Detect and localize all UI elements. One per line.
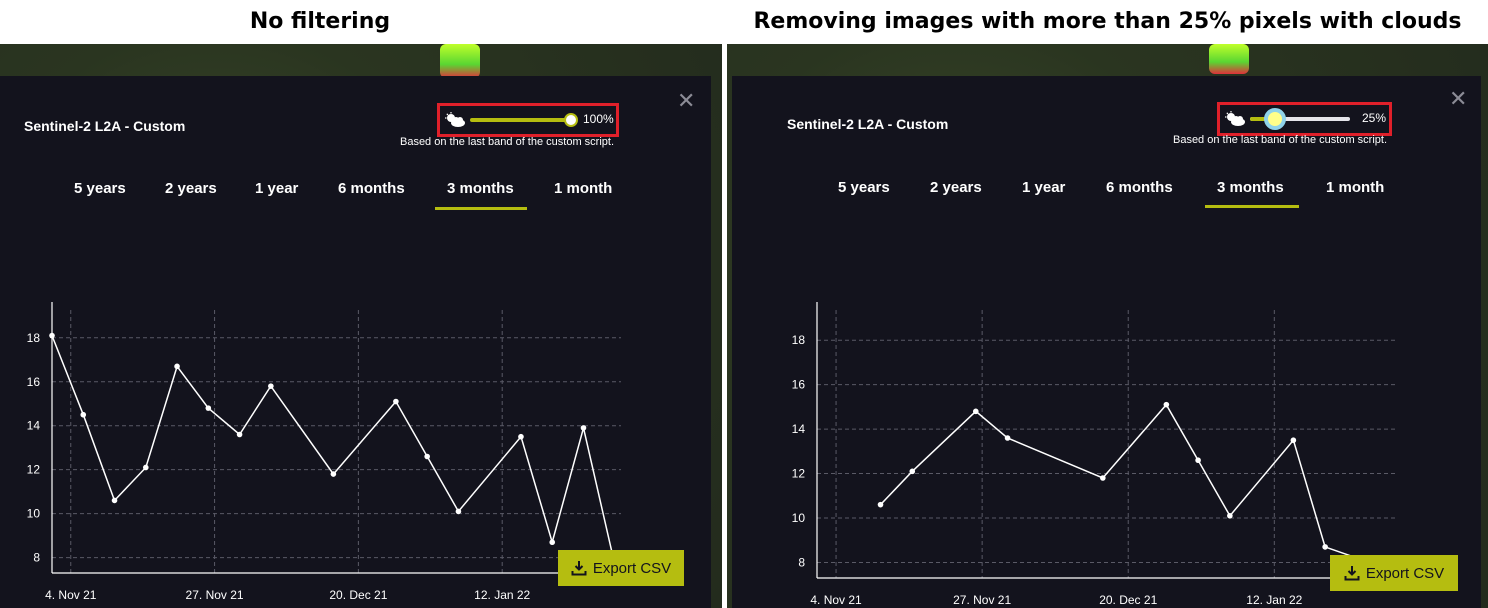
data-point: [268, 383, 274, 389]
data-point: [1322, 544, 1328, 550]
chart-panel-right: ✕ Sentinel-2 L2A - Custom 25% Based on t…: [732, 76, 1481, 608]
x-tick-label: 20. Dec 21: [1099, 593, 1157, 607]
cloud-slider-fill: [1250, 117, 1275, 121]
download-icon: [571, 561, 587, 576]
panel-title: Sentinel-2 L2A - Custom: [24, 118, 186, 134]
tab-3-months[interactable]: 3 months: [1217, 179, 1284, 196]
data-point: [909, 468, 916, 475]
data-point: [111, 497, 118, 504]
export-csv-button[interactable]: Export CSV: [1330, 555, 1458, 591]
y-tick-label: 10: [27, 507, 41, 521]
cloud-coverage-value: 25%: [1362, 111, 1387, 125]
y-tick-label: 8: [33, 551, 40, 565]
cloud-coverage-icon: [1225, 111, 1245, 126]
map-overlay-blob: [440, 44, 480, 78]
y-tick-label: 16: [27, 375, 41, 389]
export-csv-button[interactable]: Export CSV: [558, 550, 684, 586]
data-point: [972, 408, 979, 415]
tab-1-year[interactable]: 1 year: [255, 180, 299, 197]
data-point: [174, 363, 180, 370]
tab-6-months[interactable]: 6 months: [1106, 179, 1173, 196]
tab-6-months[interactable]: 6 months: [338, 180, 405, 197]
tab-2-years[interactable]: 2 years: [930, 179, 982, 196]
y-tick-label: 18: [792, 333, 806, 347]
tab-2-years[interactable]: 2 years: [165, 180, 217, 197]
cloud-filter-note: Based on the last band of the custom scr…: [1172, 134, 1387, 146]
data-point: [236, 431, 243, 438]
active-tab-indicator: [435, 207, 527, 210]
tab-1-month[interactable]: 1 month: [1326, 179, 1385, 196]
series-line: [51, 335, 616, 565]
data-point: [1163, 401, 1170, 408]
x-tick-label: 12. Jan 22: [474, 588, 530, 602]
divider: [722, 44, 727, 608]
cloud-slider-knob[interactable]: [564, 113, 578, 127]
line-chart-right: 8 10 12 14 16 18 4. Nov 21 27. Nov 21 20. Dec 21…: [792, 302, 1395, 607]
tab-5-years[interactable]: 5 years: [838, 179, 890, 196]
x-tick-label: 27. Nov 21: [953, 593, 1011, 607]
data-point: [1227, 512, 1233, 519]
data-point: [142, 464, 149, 471]
y-tick-label: 14: [792, 422, 806, 436]
export-csv-label: Export CSV: [592, 559, 672, 577]
active-tab-indicator: [1205, 205, 1299, 208]
data-point: [1004, 435, 1011, 441]
tab-1-year[interactable]: 1 year: [1022, 179, 1066, 196]
line-chart-left: 8 10 12 14 16 18 4. Nov 21 27. Nov 21 20. Dec 21…: [27, 302, 621, 602]
data-point: [80, 411, 87, 418]
cloud-filter-highlight: 25%: [1217, 102, 1392, 136]
panel-title: Sentinel-2 L2A - Custom: [787, 116, 949, 132]
data-point: [393, 398, 399, 405]
data-point: [49, 332, 55, 339]
y-tick-label: 14: [27, 419, 41, 433]
y-tick-label: 18: [27, 331, 41, 345]
data-point: [1290, 437, 1297, 444]
close-icon[interactable]: ✕: [677, 88, 696, 113]
cloud-slider-knob[interactable]: [1264, 108, 1286, 130]
x-tick-label: 12. Jan 22: [1246, 593, 1302, 607]
data-point: [1100, 475, 1106, 481]
close-icon[interactable]: ✕: [1449, 86, 1468, 111]
data-point: [518, 433, 524, 440]
tab-3-months[interactable]: 3 months: [447, 180, 514, 197]
data-point: [549, 539, 556, 546]
caption-no-filtering: No filtering: [249, 9, 391, 34]
caption-cloud-filtering: Removing images with more than 25% pixel…: [753, 9, 1462, 34]
cloud-coverage-value: 100%: [583, 112, 614, 126]
x-tick-label: 4. Nov 21: [810, 593, 862, 607]
data-point: [877, 501, 884, 508]
cloud-slider-track[interactable]: [1250, 117, 1350, 121]
data-point: [1195, 457, 1201, 464]
tab-5-years[interactable]: 5 years: [74, 180, 126, 197]
chart-panel-left: ✕ Sentinel-2 L2A - Custom 100% Based on …: [0, 76, 711, 608]
y-tick-label: 12: [792, 467, 806, 481]
export-csv-label: Export CSV: [1365, 564, 1445, 582]
tab-1-month[interactable]: 1 month: [554, 180, 613, 197]
y-tick-label: 8: [798, 555, 805, 569]
data-point: [424, 453, 430, 460]
cloud-coverage-icon: [445, 112, 465, 127]
data-point: [455, 508, 462, 515]
y-tick-label: 12: [27, 463, 41, 477]
y-tick-label: 16: [792, 378, 806, 392]
data-point: [205, 405, 212, 411]
x-tick-label: 4. Nov 21: [45, 588, 97, 602]
cloud-filter-note: Based on the last band of the custom scr…: [399, 136, 614, 148]
data-point: [580, 425, 587, 431]
cloud-slider-track[interactable]: [470, 118, 570, 122]
x-tick-label: 20. Dec 21: [329, 588, 387, 602]
cloud-filter-highlight: 100%: [437, 103, 619, 137]
x-tick-label: 27. Nov 21: [186, 588, 244, 602]
map-overlay-blob: [1209, 44, 1249, 74]
download-icon: [1344, 566, 1360, 581]
data-point: [330, 471, 337, 477]
y-tick-label: 10: [792, 511, 806, 525]
